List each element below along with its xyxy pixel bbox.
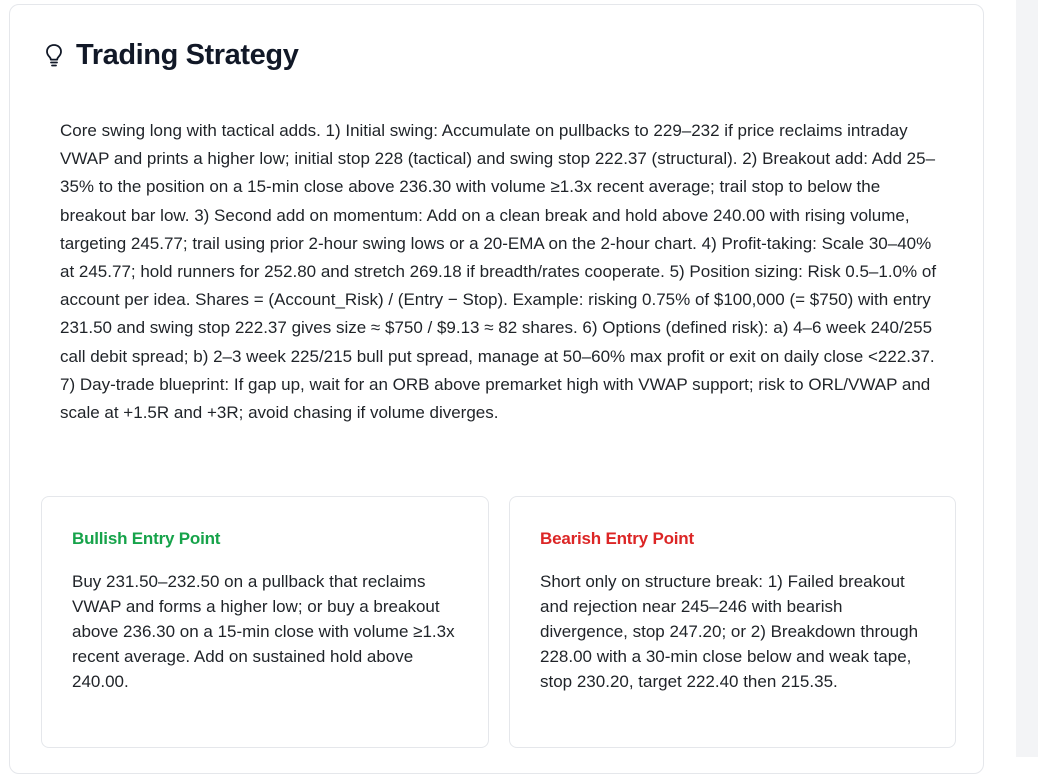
strategy-description: Core swing long with tactical adds. 1) I… [60,121,937,423]
bearish-entry-text: Short only on structure break: 1) Failed… [540,572,919,691]
bullish-entry-text: Buy 231.50–232.50 on a pullback that rec… [72,572,455,691]
bullish-entry-heading: Bullish Entry Point [72,529,221,548]
bullish-entry-card: Bullish Entry Point Buy 231.50–232.50 on… [41,496,489,748]
bearish-entry-card: Bearish Entry Point Short only on struct… [509,496,956,748]
scrollbar-gutter[interactable] [1016,0,1038,757]
section-header: Trading Strategy [44,35,299,75]
bearish-entry-heading: Bearish Entry Point [540,529,694,548]
section-title: Trading Strategy [76,38,299,71]
lightbulb-icon [46,44,62,67]
trading-strategy-card: Trading Strategy Core swing long with ta… [9,4,984,774]
